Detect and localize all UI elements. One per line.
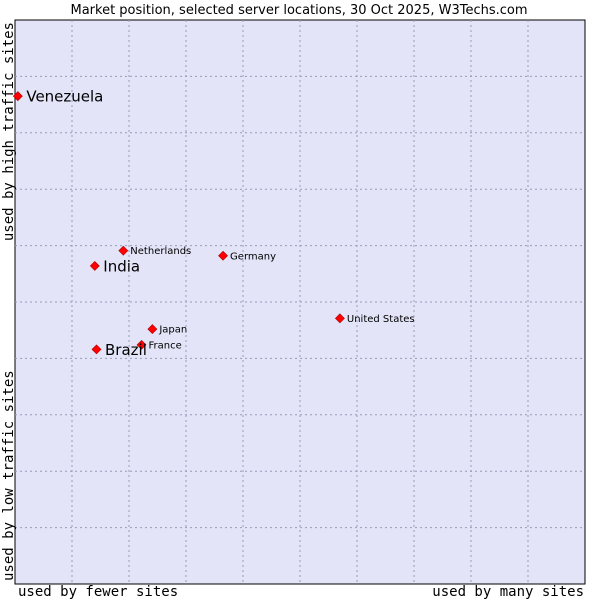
y-axis-label-top: used by high traffic sites bbox=[1, 22, 17, 241]
point-united-states: United States bbox=[334, 313, 415, 325]
point-india: India bbox=[89, 257, 140, 275]
label-germany: Germany bbox=[230, 251, 276, 262]
marker-france bbox=[136, 339, 147, 350]
label-brazil: Brazil bbox=[105, 341, 147, 359]
marker-india bbox=[89, 260, 100, 271]
marker-germany bbox=[218, 250, 228, 261]
label-india: India bbox=[103, 257, 140, 275]
label-japan: Japan bbox=[158, 325, 187, 336]
x-axis-label-left: used by fewer sites bbox=[18, 584, 178, 600]
marker-venezuela bbox=[12, 91, 23, 102]
point-brazil: Brazil bbox=[91, 341, 147, 359]
marker-brazil bbox=[91, 344, 102, 355]
point-japan: Japan bbox=[147, 324, 187, 336]
x-axis-label-right: used by many sites bbox=[432, 584, 584, 600]
label-netherlands: Netherlands bbox=[130, 246, 191, 257]
point-venezuela: Venezuela bbox=[12, 88, 103, 106]
point-netherlands: Netherlands bbox=[118, 245, 191, 257]
marker-united-states bbox=[334, 313, 345, 324]
marker-japan bbox=[147, 324, 158, 334]
label-united-states: United States bbox=[347, 314, 415, 325]
point-germany: Germany bbox=[218, 250, 276, 262]
marker-netherlands bbox=[118, 245, 129, 256]
y-axis-label-bottom: used by low traffic sites bbox=[1, 370, 17, 581]
chart-title: Market position, selected server locatio… bbox=[70, 3, 527, 18]
label-venezuela: Venezuela bbox=[26, 88, 103, 106]
grid-lines bbox=[15, 20, 585, 584]
point-france: France bbox=[136, 339, 182, 351]
label-france: France bbox=[149, 340, 182, 351]
